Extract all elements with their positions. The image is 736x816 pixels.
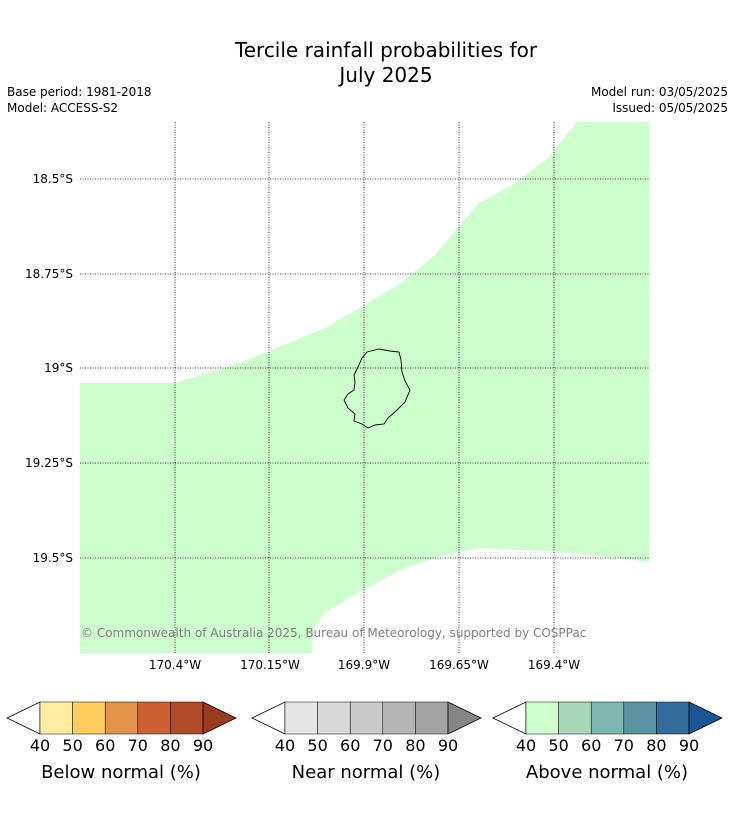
colorbar-min-arrow: [492, 701, 527, 735]
colorbar-tick-label: 40: [30, 736, 50, 755]
lat-label: 18.75°S: [25, 267, 73, 281]
colorbar-tick-label: 40: [275, 736, 295, 755]
meta-right: Model run: 03/05/2025 Issued: 05/05/2025: [591, 84, 728, 116]
colorbar-segment: [382, 701, 416, 735]
lon-label: 169.4°W: [528, 658, 580, 672]
meta-left: Base period: 1981-2018 Model: ACCESS-S2: [7, 84, 152, 116]
colorbar-tick-label: 60: [95, 736, 115, 755]
colorbar-segment: [525, 701, 559, 735]
island-outline: [343, 348, 411, 429]
colorbar-tick-label: 70: [614, 736, 634, 755]
model-name: Model: ACCESS-S2: [7, 101, 119, 115]
title-line-2: July 2025: [339, 63, 433, 87]
colorbar-segment: [284, 701, 318, 735]
colorbar-max-arrow: [202, 701, 237, 735]
lon-label: 170.15°W: [240, 658, 300, 672]
legend-title-above: Above normal (%): [525, 762, 689, 783]
colorbar-max-arrow: [688, 701, 723, 735]
colorbar-segment: [349, 701, 384, 735]
base-period: Base period: 1981-2018: [7, 85, 152, 99]
colorbar-tick-label: 80: [160, 736, 180, 755]
above-normal-region: [80, 122, 649, 653]
lon-label: 169.9°W: [338, 658, 390, 672]
colorbar-segment: [623, 701, 657, 735]
colorbar-segment: [104, 701, 139, 735]
colorbar-near: 40 50 60 70 80 90: [251, 701, 482, 755]
legend-title-below: Below normal (%): [41, 762, 201, 783]
colorbar-tick-label: 90: [193, 736, 213, 755]
colorbar-below: 40 50 60 70 80 90: [6, 701, 237, 755]
colorbar-segment: [317, 701, 351, 735]
colorbar-tick-label: 80: [405, 736, 425, 755]
colorbar-segment: [72, 701, 106, 735]
colorbar-tick-label: 70: [128, 736, 148, 755]
colorbar-above: 40 50 60 70 80 90: [492, 701, 723, 755]
map-panel: 18.5°S 18.75°S 19°S 19.25°S 19.5°S 170.4…: [25, 122, 649, 672]
lat-label: 19.25°S: [25, 456, 73, 470]
colorbar-segment: [170, 701, 204, 735]
lat-label: 18.5°S: [33, 172, 73, 186]
copyright-notice: © Commonwealth of Australia 2025, Bureau…: [81, 626, 587, 640]
legend-title-near: Near normal (%): [291, 762, 441, 783]
colorbar-segment: [137, 701, 171, 735]
colorbar-segment: [415, 701, 449, 735]
colorbar-tick-label: 40: [516, 736, 536, 755]
colorbar-segment: [39, 701, 73, 735]
lat-label: 19°S: [44, 361, 73, 375]
colorbar-tick-label: 70: [373, 736, 393, 755]
colorbar-segment: [558, 701, 592, 735]
colorbar-tick-label: 90: [438, 736, 458, 755]
colorbar-segment: [590, 701, 625, 735]
colorbar-min-arrow: [251, 701, 286, 735]
colorbar-tick-label: 60: [581, 736, 601, 755]
title-line-1: Tercile rainfall probabilities for: [234, 38, 538, 62]
colorbar-tick-label: 50: [62, 736, 82, 755]
lon-label: 169.65°W: [429, 658, 489, 672]
colorbar-min-arrow: [6, 701, 41, 735]
colorbar-tick-label: 90: [679, 736, 699, 755]
map-title: Tercile rainfall probabilities for July …: [0, 38, 736, 88]
colorbar-tick-label: 80: [646, 736, 666, 755]
lon-label: 170.4°W: [149, 658, 201, 672]
issued-date: Issued: 05/05/2025: [612, 101, 728, 115]
colorbar-tick-label: 60: [340, 736, 360, 755]
lat-label: 19.5°S: [33, 551, 73, 565]
colorbar-segment: [656, 701, 690, 735]
colorbar-tick-label: 50: [548, 736, 568, 755]
model-run: Model run: 03/05/2025: [590, 85, 728, 99]
longitude-gridlines: [174, 122, 555, 653]
colorbar-max-arrow: [447, 701, 482, 735]
colorbar-tick-label: 50: [307, 736, 327, 755]
